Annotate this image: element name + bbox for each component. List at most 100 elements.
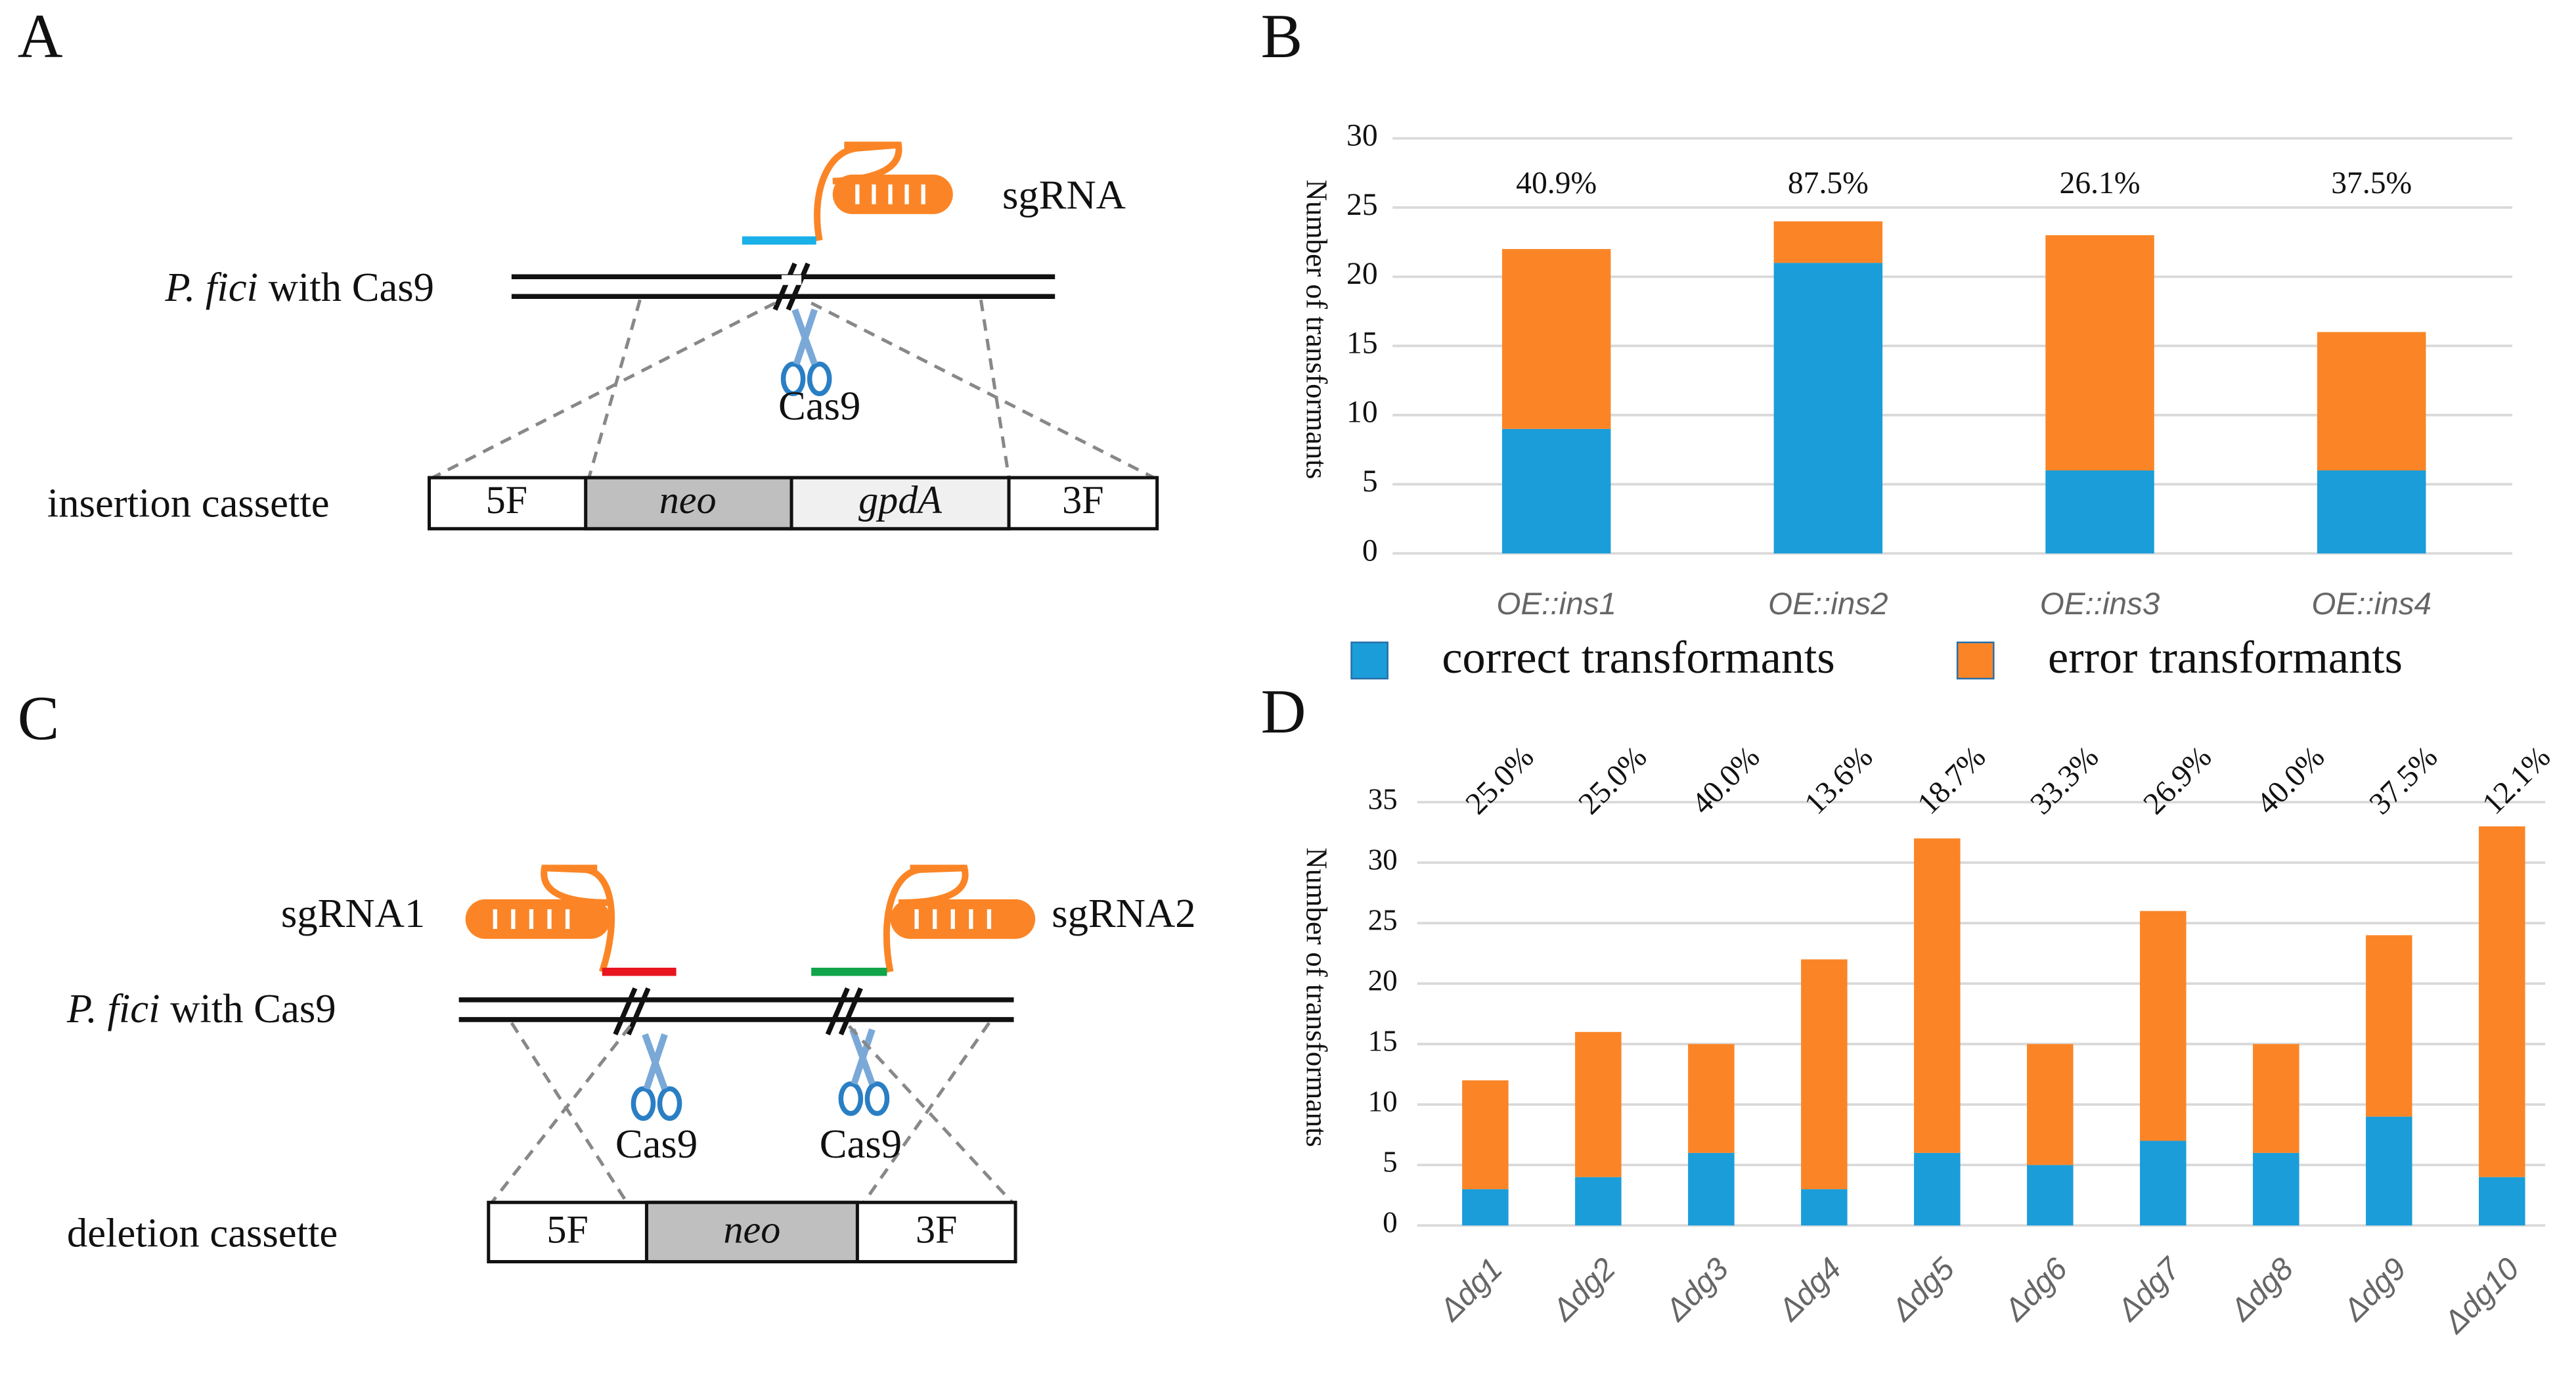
bar-segment <box>2140 911 2187 1141</box>
percent-label: 25.0% <box>1572 740 1654 821</box>
bar-segment <box>2253 1044 2299 1153</box>
y-axis-label: Number of transformants <box>1300 179 1333 479</box>
bar-segment <box>1773 221 1883 263</box>
y-axis-label: Number of transformants <box>1300 847 1333 1147</box>
percent-label: 25.0% <box>1459 740 1541 821</box>
cassette-label: insertion cassette <box>47 480 330 526</box>
x-tick-label: Δdg1 <box>1432 1252 1509 1328</box>
x-tick-label: Δdg8 <box>2223 1251 2300 1328</box>
bar-segment <box>2366 935 2412 1117</box>
panel-label: A <box>18 1 63 71</box>
bar-segment <box>1462 1189 1509 1226</box>
y-tick-label: 10 <box>1368 1085 1398 1118</box>
bar-segment <box>2479 826 2525 1177</box>
strain-label: P. fici with Cas9 <box>66 985 336 1031</box>
y-tick-label: 25 <box>1368 903 1398 936</box>
bar-segment <box>1575 1031 1622 1177</box>
bar-segment <box>1914 1152 1961 1226</box>
bar-segment <box>2027 1165 2074 1226</box>
segment: neo <box>723 1208 780 1252</box>
bar-segment <box>1773 263 1883 554</box>
legend-swatch <box>1350 641 1388 680</box>
percent-label: 40.0% <box>1685 740 1767 821</box>
y-tick-label: 20 <box>1368 964 1398 997</box>
cas9-label: Cas9 <box>820 1121 902 1167</box>
y-tick-label: 0 <box>1362 533 1378 568</box>
percent-label: 40.0% <box>2250 740 2332 821</box>
percent-label: 33.3% <box>2024 740 2106 821</box>
x-tick-label: OE::ins2 <box>1768 587 1888 621</box>
bar-segment <box>2027 1044 2074 1165</box>
segment: neo <box>659 478 717 522</box>
percent-label: 37.5% <box>2363 740 2445 821</box>
bar-segment <box>2045 470 2154 554</box>
x-tick-label: OE::ins3 <box>2040 587 2160 621</box>
legend-swatch <box>1956 641 1995 680</box>
cas9-label: Cas9 <box>615 1121 698 1167</box>
insertion-diagram: sgRNA P. fici with Cas9 Cas9 insertion c… <box>47 141 1159 531</box>
bar-segment <box>1575 1177 1622 1226</box>
bar-segment <box>1801 1189 1848 1226</box>
deletion-diagram: sgRNA1 sgRNA2 P. fici with Cas9 Cas9 Cas… <box>66 865 1196 1264</box>
y-tick-label: 30 <box>1368 843 1398 876</box>
y-tick-label: 20 <box>1346 257 1378 291</box>
cassette-label: deletion cassette <box>67 1209 338 1255</box>
bar-segment <box>2317 332 2426 471</box>
percent-label: 12.1% <box>2476 740 2558 821</box>
percent-label: 18.7% <box>1911 740 1993 821</box>
percent-label: 37.5% <box>2331 166 2412 200</box>
segment: 3F <box>916 1208 958 1252</box>
percent-label: 87.5% <box>1788 166 1869 200</box>
y-tick-label: 5 <box>1362 464 1378 499</box>
strain-label: P. fici with Cas9 <box>164 264 434 310</box>
bar-segment <box>1462 1080 1509 1190</box>
x-tick-label: Δdg3 <box>1658 1251 1735 1328</box>
x-tick-label: OE::ins4 <box>2311 587 2432 621</box>
x-tick-label: Δdg10 <box>2437 1251 2526 1340</box>
percent-label: 40.9% <box>1516 166 1597 200</box>
percent-label: 26.1% <box>2060 166 2141 200</box>
x-tick-label: Δdg4 <box>1771 1252 1848 1328</box>
legend-label: correct transformants <box>1442 632 1834 683</box>
y-tick-label: 25 <box>1346 188 1378 222</box>
segment: 3F <box>1062 478 1104 522</box>
percent-label: 26.9% <box>2137 740 2219 821</box>
segment: gpdA <box>858 478 942 522</box>
percent-label: 13.6% <box>1798 740 1880 821</box>
bar-segment <box>1688 1152 1735 1226</box>
segment: 5F <box>546 1208 588 1252</box>
sgrna-label: sgRNA <box>1002 172 1126 218</box>
y-tick-label: 15 <box>1368 1025 1398 1058</box>
bar-segment <box>2045 235 2154 471</box>
y-tick-label: 0 <box>1383 1206 1398 1239</box>
bar-segment <box>1914 838 1961 1153</box>
segment: 5F <box>486 478 528 522</box>
y-tick-label: 5 <box>1383 1146 1398 1179</box>
bar-segment <box>2253 1152 2299 1226</box>
x-tick-label: Δdg7 <box>2110 1251 2188 1328</box>
bar-segment <box>1688 1044 1735 1153</box>
bar-segment <box>2317 470 2426 554</box>
bar-segment <box>1801 959 1848 1190</box>
sgrna-label: sgRNA1 <box>281 890 425 936</box>
y-tick-label: 10 <box>1346 395 1378 430</box>
bar-segment <box>1501 249 1611 429</box>
y-tick-label: 15 <box>1346 326 1378 360</box>
x-tick-label: Δdg5 <box>1884 1251 1961 1328</box>
cas9-label: Cas9 <box>778 383 860 429</box>
y-tick-label: 30 <box>1346 119 1378 153</box>
bar-segment <box>1501 428 1611 554</box>
bar-segment <box>2479 1177 2525 1226</box>
legend-label: error transformants <box>2048 632 2403 683</box>
panel-label: D <box>1261 677 1306 746</box>
panel-label: C <box>18 683 60 753</box>
bar-segment <box>2366 1116 2412 1226</box>
x-tick-label: Δdg9 <box>2336 1252 2413 1328</box>
y-tick-label: 35 <box>1368 782 1398 815</box>
panel-label: B <box>1261 1 1303 71</box>
sgrna-label: sgRNA2 <box>1052 890 1195 936</box>
x-tick-label: OE::ins1 <box>1496 587 1616 621</box>
bar-segment <box>2140 1140 2187 1226</box>
x-tick-label: Δdg6 <box>1997 1251 2074 1328</box>
